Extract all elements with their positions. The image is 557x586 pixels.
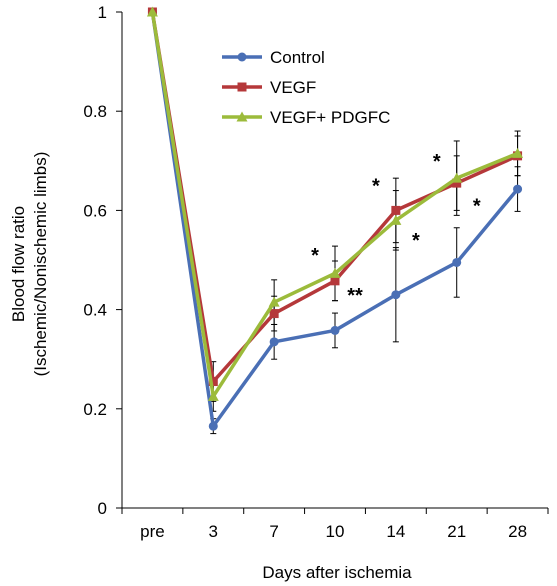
x-tick-label: 3 — [209, 522, 218, 541]
significance-marker: * — [372, 176, 380, 198]
x-tick-label: 10 — [326, 522, 345, 541]
data-point-vegf — [391, 205, 401, 215]
y-tick-label: 0 — [98, 499, 107, 518]
data-point-vegf-pdgfc — [451, 172, 463, 183]
significance-marker: ** — [347, 285, 363, 307]
legend-swatch-marker — [236, 111, 248, 122]
data-point-vegf — [330, 276, 340, 286]
legend-label: VEGF — [270, 78, 316, 97]
significance-marker: * — [311, 245, 319, 267]
data-point-control — [208, 421, 218, 431]
data-point-control — [391, 290, 401, 300]
significance-marker: * — [412, 230, 420, 252]
legend-label: Control — [270, 48, 325, 67]
data-point-vegf-pdgfc — [207, 390, 219, 401]
data-point-vegf — [452, 178, 462, 188]
data-point-control — [452, 257, 462, 267]
data-point-vegf-pdgfc — [329, 267, 341, 278]
data-point-vegf-pdgfc — [390, 214, 402, 225]
x-tick-label: 14 — [386, 522, 405, 541]
x-axis-title: Days after ischemia — [262, 563, 412, 582]
y-tick-label: 0.8 — [83, 102, 107, 121]
legend-swatch-marker — [237, 82, 247, 92]
data-point-vegf-pdgfc — [268, 296, 280, 307]
data-point-vegf — [269, 309, 279, 319]
x-tick-label: 7 — [269, 522, 278, 541]
y-tick-label: 0.4 — [83, 301, 107, 320]
x-tick-label: 28 — [508, 522, 527, 541]
legend-swatch-marker — [237, 52, 247, 62]
data-point-control — [513, 184, 523, 194]
data-point-vegf-pdgfc — [146, 6, 158, 17]
data-point-vegf-pdgfc — [512, 147, 524, 158]
legend: Control VEGF VEGF+ PDGFC — [222, 48, 390, 127]
x-tick-label: 21 — [447, 522, 466, 541]
y-tick-label: 1 — [98, 3, 107, 22]
significance-marker: * — [473, 195, 481, 217]
data-point-control — [269, 337, 279, 347]
y-axis-title-line2: (Ischemic/Nonischemic limbs) — [31, 152, 50, 377]
y-axis-title-line1: Blood flow ratio — [9, 206, 28, 322]
data-point-control — [330, 325, 340, 335]
y-tick-label: 0.2 — [83, 400, 107, 419]
x-tick-label: pre — [140, 522, 165, 541]
legend-label: VEGF+ PDGFC — [270, 108, 390, 127]
y-tick-label: 0.6 — [83, 201, 107, 220]
significance-marker: * — [433, 151, 441, 173]
data-point-vegf — [208, 377, 218, 387]
